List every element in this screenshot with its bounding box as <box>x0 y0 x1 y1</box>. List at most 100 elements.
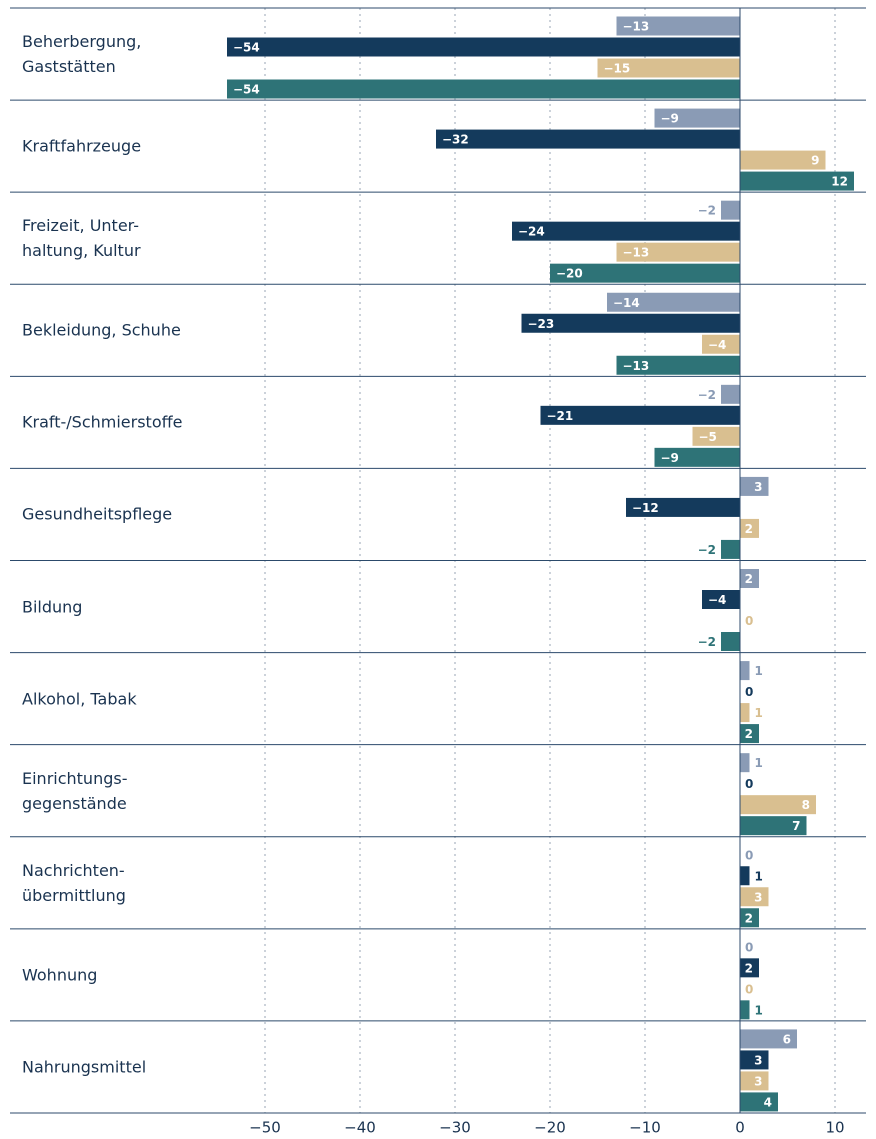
category-label: Beherbergung, Gaststätten <box>22 32 142 77</box>
bar <box>597 58 740 78</box>
bar <box>740 1071 769 1091</box>
value-label: 4 <box>764 1095 772 1109</box>
value-label: 0 <box>745 982 753 996</box>
value-label: 0 <box>745 940 753 954</box>
value-label: −23 <box>528 317 555 331</box>
value-label: 3 <box>754 890 762 904</box>
value-label: −32 <box>442 133 469 147</box>
value-label: −12 <box>632 501 659 515</box>
bar <box>740 724 759 744</box>
value-label: 0 <box>745 777 753 791</box>
value-label: −9 <box>661 112 679 126</box>
value-label: −54 <box>233 41 260 55</box>
x-tick-label: −10 <box>629 1119 661 1137</box>
category-label: Bekleidung, Schuhe <box>22 320 181 340</box>
bar <box>740 171 854 191</box>
value-label: −2 <box>698 204 716 218</box>
bar <box>227 37 740 57</box>
x-tick-label: 10 <box>825 1119 844 1137</box>
bar <box>740 1029 797 1049</box>
value-label: 1 <box>755 664 763 678</box>
value-label: −54 <box>233 83 260 97</box>
value-label: −5 <box>699 430 717 444</box>
value-label: 2 <box>745 911 753 925</box>
bar <box>436 129 740 149</box>
x-tick-label: −30 <box>439 1119 471 1137</box>
value-label: −2 <box>698 543 716 557</box>
category-label: Alkohol, Tabak <box>22 689 137 709</box>
bar <box>740 476 769 496</box>
bar <box>616 242 740 262</box>
x-tick-label: 0 <box>735 1119 745 1137</box>
category-label: Nahrungsmittel <box>22 1057 147 1077</box>
bar <box>740 816 807 836</box>
category-label: Einrichtungs- gegenstände <box>22 768 128 813</box>
bar <box>721 539 740 559</box>
value-label: −4 <box>708 593 726 607</box>
value-label: 0 <box>745 848 753 862</box>
bar <box>740 703 750 723</box>
value-label: −9 <box>661 451 679 465</box>
category-label: Kraftfahrzeuge <box>22 136 142 156</box>
bar <box>521 313 740 333</box>
bar <box>740 569 759 588</box>
value-label: 2 <box>745 572 753 586</box>
value-label: 2 <box>745 727 753 741</box>
x-tick-label: −40 <box>344 1119 376 1137</box>
value-label: −13 <box>623 246 650 260</box>
bar <box>740 908 759 928</box>
value-label: 2 <box>745 961 753 975</box>
category-label: Kraft-/Schmierstoffe <box>22 412 183 432</box>
value-label: −2 <box>698 635 716 649</box>
bar <box>540 405 740 425</box>
bar <box>702 590 740 609</box>
category-label: Bildung <box>22 597 83 617</box>
value-label: 12 <box>831 175 848 189</box>
value-label: −21 <box>547 409 574 423</box>
value-label: −14 <box>613 296 640 310</box>
value-label: 2 <box>745 522 753 536</box>
value-label: −20 <box>556 267 583 281</box>
category-label: Gesundheitspflege <box>22 504 173 524</box>
value-label: −13 <box>623 359 650 373</box>
bar <box>740 795 816 815</box>
value-label: 1 <box>755 756 763 770</box>
bar <box>692 426 740 446</box>
bar <box>227 79 740 99</box>
value-label: −24 <box>518 225 545 239</box>
bar <box>654 108 740 128</box>
bar <box>512 221 740 241</box>
bar <box>740 150 826 170</box>
bar <box>721 384 740 404</box>
value-label: −15 <box>604 62 631 76</box>
bar <box>740 866 750 886</box>
bar <box>740 753 750 773</box>
bar <box>616 355 740 375</box>
value-label: −13 <box>623 20 650 34</box>
bar <box>721 632 740 651</box>
category-label: Nachrichten- übermittlung <box>22 860 126 905</box>
bar <box>702 334 740 354</box>
value-label: −4 <box>708 338 726 352</box>
bar <box>740 1000 750 1020</box>
value-label: −2 <box>698 388 716 402</box>
bar <box>616 16 740 36</box>
x-tick-label: −50 <box>249 1119 281 1137</box>
value-label: 1 <box>755 869 763 883</box>
value-label: 7 <box>792 819 800 833</box>
value-label: 0 <box>745 685 753 699</box>
bar <box>550 263 740 283</box>
bar <box>740 661 750 681</box>
bar <box>654 447 740 467</box>
x-tick-label: −20 <box>534 1119 566 1137</box>
bar <box>740 958 759 978</box>
value-label: 3 <box>754 1053 762 1067</box>
value-label: 9 <box>811 154 819 168</box>
value-label: 3 <box>754 1074 762 1088</box>
bar <box>740 887 769 907</box>
bar <box>626 497 740 517</box>
value-label: 8 <box>802 798 810 812</box>
value-label: 0 <box>745 614 753 628</box>
